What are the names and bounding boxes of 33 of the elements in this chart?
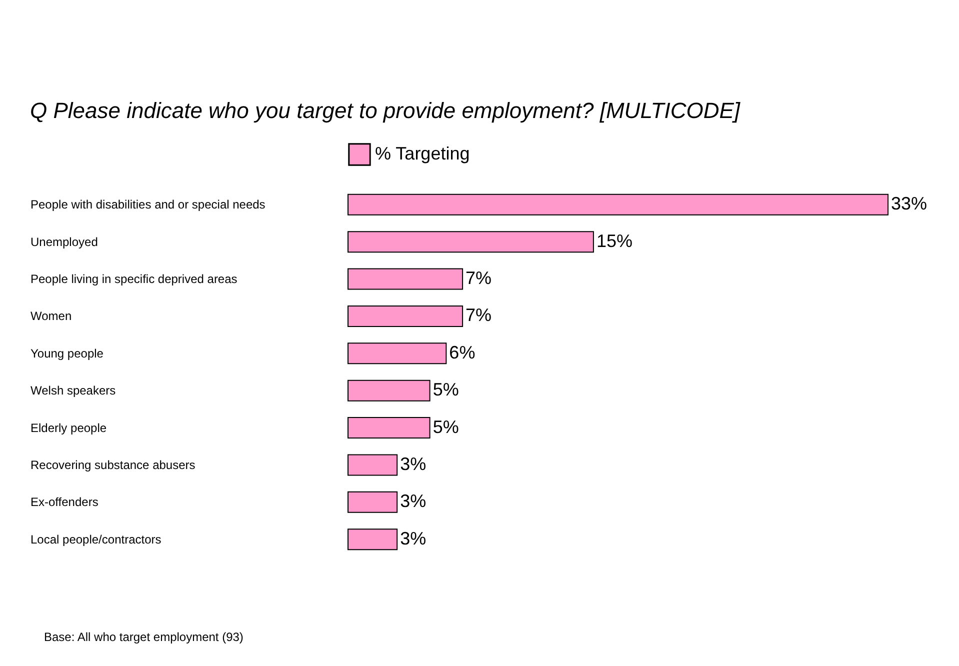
legend-label: % Targeting [375, 144, 470, 164]
data-label: 3% [400, 491, 426, 512]
y-tick-label: People living in specific deprived areas [30, 272, 238, 286]
bar [348, 528, 398, 550]
y-tick-label: Welsh speakers [30, 384, 116, 398]
bar [348, 231, 594, 253]
data-label: 3% [400, 454, 426, 474]
bar [348, 194, 888, 216]
bar [348, 268, 464, 290]
chart-title: Q Please indicate who you target to provide employment? [MULTICODE] [30, 98, 741, 123]
bar [348, 454, 398, 476]
y-tick-label: Women [30, 309, 72, 324]
y-tick-label: Recovering substance abusers [30, 458, 196, 472]
data-label: 7% [466, 305, 492, 326]
data-label: 7% [466, 268, 492, 288]
data-label: 5% [432, 380, 459, 400]
data-label: 5% [432, 416, 459, 437]
bar [348, 380, 430, 402]
text: Base: All who target employment (93) [44, 630, 244, 644]
y-tick-label: People with disabilities and or special needs [30, 198, 266, 212]
y-tick-label: Unemployed [30, 234, 98, 249]
data-label: 6% [449, 342, 476, 362]
data-label: 3% [400, 528, 426, 548]
y-tick-label: Local people/contractors [30, 532, 162, 546]
bar [348, 491, 398, 513]
bar [348, 305, 464, 327]
data-label: 15% [596, 230, 632, 251]
bar [348, 342, 447, 364]
y-tick-label: Ex-offenders [30, 495, 98, 510]
y-tick-label: Young people [30, 346, 104, 360]
data-label: 33% [891, 194, 928, 214]
y-tick-label: Elderly people [30, 420, 107, 435]
bar [348, 417, 430, 439]
